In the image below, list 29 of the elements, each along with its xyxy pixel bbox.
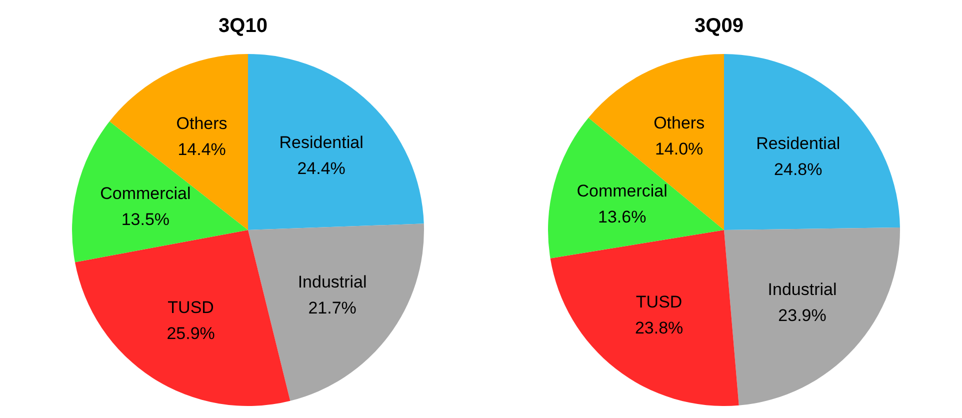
- data-label: 25.9%: [166, 324, 215, 343]
- slice-label: TUSD: [168, 298, 214, 317]
- slice-label: Residential: [279, 132, 364, 152]
- pie-slice: [550, 230, 739, 406]
- data-label: 14.4%: [178, 140, 226, 160]
- data-label: 13.5%: [121, 210, 170, 229]
- pie-slice: [724, 228, 900, 406]
- pie-slice: [74, 230, 290, 406]
- data-label: 23.9%: [778, 306, 826, 325]
- data-label: 23.8%: [634, 318, 684, 338]
- slice-label: Commercial: [100, 184, 191, 203]
- data-label: 21.7%: [308, 298, 356, 318]
- slice-label: Others: [654, 113, 705, 132]
- pie-slice: [248, 54, 424, 230]
- slice-label: Others: [176, 114, 228, 134]
- slice-label: TUSD: [636, 292, 682, 312]
- slice-label: Industrial: [298, 272, 367, 292]
- slice-label: Commercial: [576, 181, 668, 200]
- slice-label: Residential: [756, 134, 840, 153]
- data-label: 24.4%: [297, 158, 346, 178]
- data-label: 14.0%: [654, 139, 704, 158]
- slice-label: Industrial: [768, 280, 837, 299]
- data-label: 13.6%: [598, 207, 646, 226]
- chart-title: 3Q09: [694, 14, 744, 39]
- pie-slice: [548, 118, 724, 258]
- data-label: 24.8%: [774, 160, 822, 179]
- pie-slice: [248, 224, 424, 401]
- chart-title: 3Q10: [218, 14, 268, 39]
- pie-slice: [724, 54, 900, 230]
